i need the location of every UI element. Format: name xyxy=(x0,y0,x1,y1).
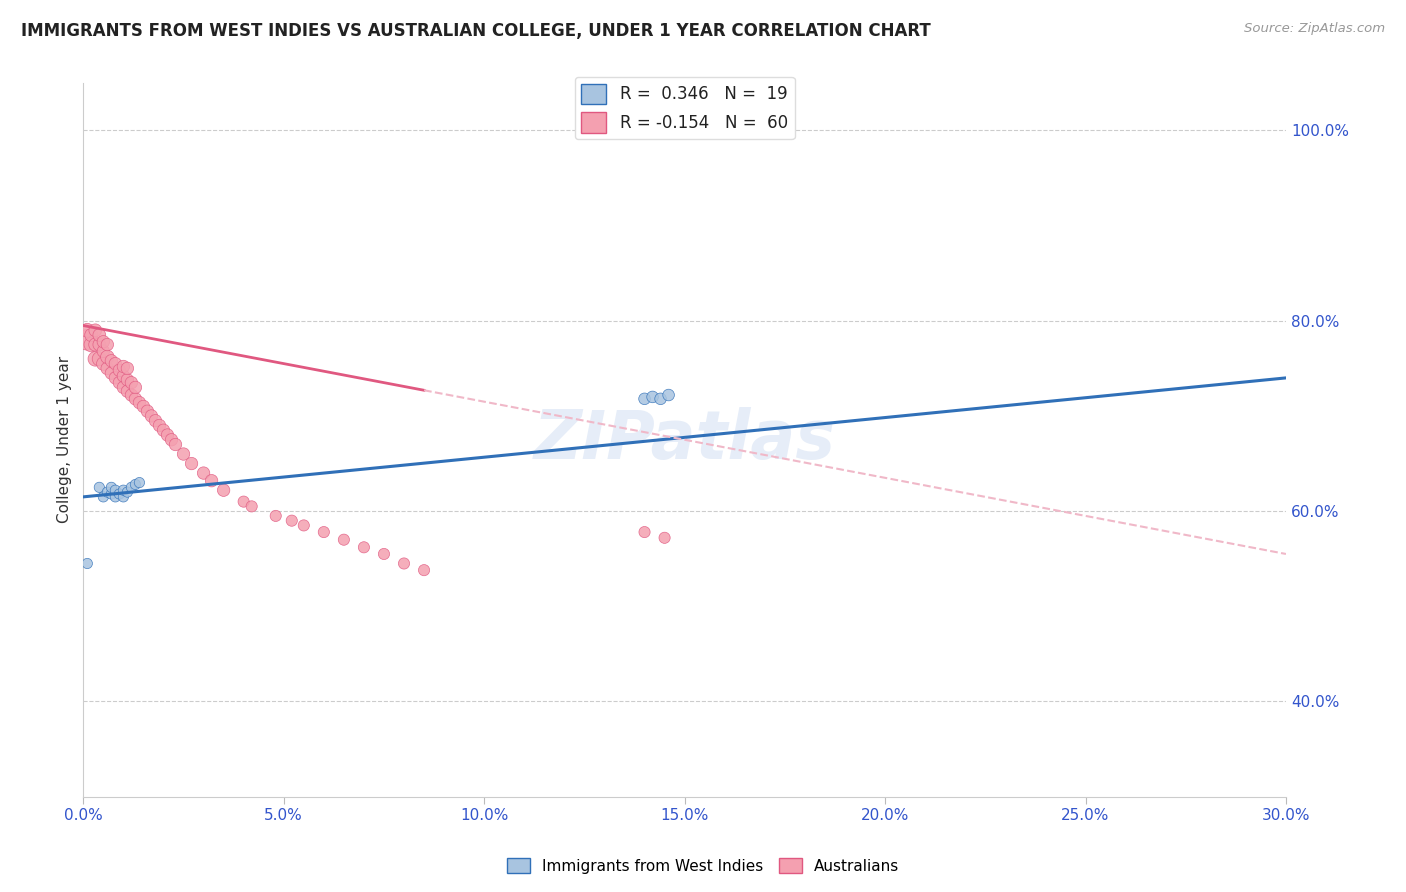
Point xyxy=(633,392,655,406)
Point xyxy=(413,563,436,577)
Point xyxy=(100,480,122,494)
Point xyxy=(141,409,163,423)
Point xyxy=(160,433,183,447)
Point xyxy=(76,333,98,347)
Point xyxy=(112,369,135,384)
Point xyxy=(128,475,150,490)
Point xyxy=(104,371,127,385)
Point xyxy=(264,508,287,523)
Point xyxy=(80,337,103,351)
Point xyxy=(96,361,118,376)
Point xyxy=(100,353,122,368)
Point xyxy=(104,357,127,371)
Point xyxy=(89,337,111,351)
Point xyxy=(136,404,159,418)
Legend: Immigrants from West Indies, Australians: Immigrants from West Indies, Australians xyxy=(501,852,905,880)
Point xyxy=(84,337,107,351)
Point xyxy=(80,328,103,343)
Legend: R =  0.346   N =  19, R = -0.154   N =  60: R = 0.346 N = 19, R = -0.154 N = 60 xyxy=(575,77,794,139)
Point xyxy=(112,483,135,498)
Point xyxy=(124,380,146,394)
Point xyxy=(108,487,131,501)
Point xyxy=(91,344,114,359)
Point xyxy=(96,350,118,364)
Point xyxy=(104,483,127,498)
Point xyxy=(641,390,664,404)
Point xyxy=(173,447,195,461)
Point xyxy=(76,557,98,571)
Point xyxy=(100,487,122,501)
Point xyxy=(91,490,114,504)
Point xyxy=(96,485,118,500)
Point xyxy=(112,359,135,374)
Text: Source: ZipAtlas.com: Source: ZipAtlas.com xyxy=(1244,22,1385,36)
Point xyxy=(392,557,415,571)
Point xyxy=(212,483,235,498)
Point xyxy=(84,351,107,366)
Point xyxy=(145,414,167,428)
Point xyxy=(353,541,375,555)
Point xyxy=(240,500,263,514)
Point xyxy=(117,384,139,399)
Point xyxy=(120,480,142,494)
Text: ZIPatlas: ZIPatlas xyxy=(534,407,835,473)
Point xyxy=(120,388,142,402)
Point xyxy=(84,323,107,337)
Point xyxy=(76,323,98,337)
Point xyxy=(200,474,222,488)
Point xyxy=(120,376,142,390)
Point xyxy=(654,531,676,545)
Point xyxy=(281,514,304,528)
Point xyxy=(89,351,111,366)
Point xyxy=(193,466,215,480)
Point xyxy=(117,485,139,500)
Point xyxy=(104,490,127,504)
Point xyxy=(232,494,254,508)
Point xyxy=(180,457,202,471)
Point xyxy=(91,357,114,371)
Point xyxy=(156,428,179,442)
Point xyxy=(117,373,139,387)
Point xyxy=(117,361,139,376)
Point xyxy=(91,334,114,349)
Point xyxy=(128,395,150,409)
Point xyxy=(148,418,170,433)
Y-axis label: College, Under 1 year: College, Under 1 year xyxy=(58,356,72,524)
Text: IMMIGRANTS FROM WEST INDIES VS AUSTRALIAN COLLEGE, UNDER 1 YEAR CORRELATION CHAR: IMMIGRANTS FROM WEST INDIES VS AUSTRALIA… xyxy=(21,22,931,40)
Point xyxy=(152,423,174,437)
Point xyxy=(89,480,111,494)
Point xyxy=(96,337,118,351)
Point xyxy=(112,380,135,394)
Point xyxy=(132,400,155,414)
Point xyxy=(658,388,681,402)
Point xyxy=(373,547,395,561)
Point xyxy=(112,490,135,504)
Point xyxy=(650,392,672,406)
Point xyxy=(312,525,335,540)
Point xyxy=(633,525,655,540)
Point xyxy=(333,533,356,547)
Point xyxy=(124,477,146,491)
Point xyxy=(108,376,131,390)
Point xyxy=(124,392,146,406)
Point xyxy=(292,518,315,533)
Point xyxy=(108,363,131,377)
Point xyxy=(100,366,122,380)
Point xyxy=(89,328,111,343)
Point xyxy=(165,437,187,451)
